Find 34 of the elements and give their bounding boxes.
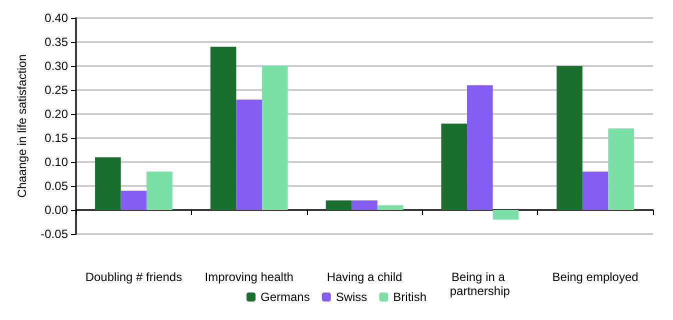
x-tick-label: Being in a partnership — [450, 270, 510, 298]
y-tick-label: 0.30 — [44, 59, 68, 73]
bar — [467, 85, 493, 210]
legend-label: Swiss — [336, 290, 368, 304]
y-tick-label: 0.05 — [44, 179, 68, 193]
bar — [492, 210, 519, 220]
bar — [210, 46, 236, 210]
bar — [262, 66, 288, 210]
bar — [352, 200, 378, 210]
bar — [556, 66, 582, 210]
bar — [441, 124, 468, 210]
y-tick-label: 0.15 — [44, 131, 68, 145]
y-tick-label: 0.20 — [44, 107, 68, 121]
bar — [95, 157, 121, 210]
y-axis-title: Chaange in life satisfaction — [15, 54, 29, 198]
x-tick-label: Doubling # friends — [85, 270, 182, 284]
bar — [146, 172, 172, 210]
y-tick-label: 0.25 — [44, 83, 68, 97]
y-tick-label: 0.40 — [44, 11, 68, 25]
y-tick-label: -0.05 — [40, 227, 68, 241]
x-tick-label: Having a child — [326, 270, 402, 284]
y-tick-label: 0.35 — [44, 35, 68, 49]
bar — [120, 190, 147, 210]
bar — [582, 172, 608, 210]
legend-label: Germans — [260, 290, 310, 304]
bar — [377, 205, 404, 210]
bar — [326, 200, 352, 210]
legend-label: British — [393, 290, 427, 304]
x-tick-label: Improving health — [204, 270, 294, 284]
bar — [236, 100, 262, 210]
y-tick-label: 0.00 — [44, 203, 68, 217]
bar — [608, 128, 634, 210]
x-tick-label: Being employed — [552, 270, 638, 284]
y-tick-label: 0.10 — [44, 155, 68, 169]
